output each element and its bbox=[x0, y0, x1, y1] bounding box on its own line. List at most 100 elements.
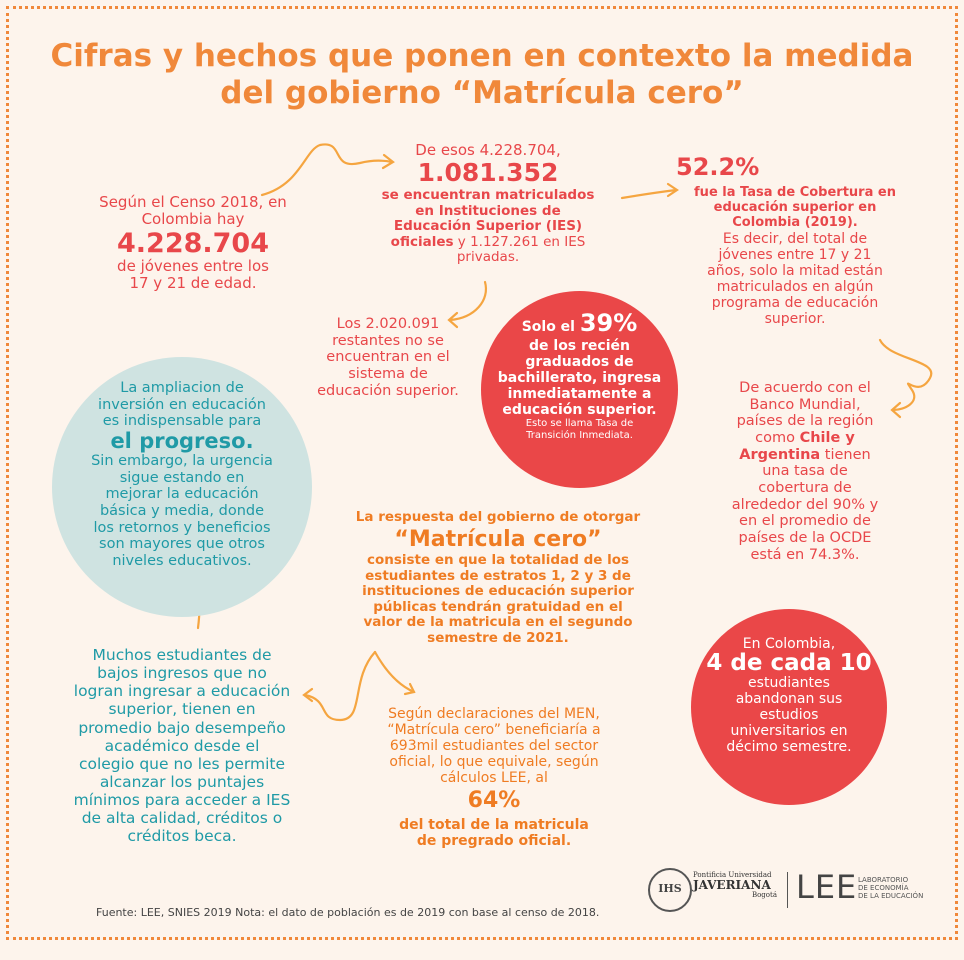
banco-line-1: De acuerdo con el bbox=[739, 380, 871, 396]
banco-line-5: Argentina tienen bbox=[696, 447, 914, 464]
bajos-line-8: alcanzar los puntajes bbox=[99, 772, 265, 791]
transicion-line-1: de los recién bbox=[529, 337, 630, 354]
men-block: Según declaraciones del MEN, “Matrícula … bbox=[374, 706, 614, 849]
progreso-line-5: sigue estando en bbox=[119, 469, 245, 486]
cobertura-line-3: años, solo la mitad están bbox=[707, 263, 883, 279]
respuesta-line-7: semestre de 2021. bbox=[427, 629, 569, 646]
matriculados-number: 1.081.352 bbox=[417, 158, 559, 188]
progreso-big: el progreso. bbox=[110, 429, 254, 454]
progreso-circle bbox=[52, 357, 312, 617]
title-line-1: Cifras y hechos que ponen en contexto la… bbox=[50, 38, 914, 74]
banco-l5-bold: Argentina bbox=[739, 446, 821, 463]
restantes-block: Los 2.020.091 restantes no se encuentran… bbox=[298, 316, 478, 399]
men-bold-2: de pregrado oficial. bbox=[416, 833, 572, 850]
men-line-1: Según declaraciones del MEN, bbox=[388, 706, 600, 722]
cobertura-pct: 52.2% bbox=[676, 153, 759, 182]
matriculados-bold-3: Educación Superior (IES) bbox=[393, 218, 583, 235]
men-line-5: cálculos LEE, al bbox=[440, 770, 548, 787]
cobertura-pct-text: 52.2% bbox=[676, 153, 760, 181]
arrow-cobertura-to-banco bbox=[878, 338, 933, 412]
bajos-line-3: logran ingresar a educación bbox=[73, 682, 291, 701]
arrowhead-1 bbox=[381, 153, 395, 170]
cobertura-line-1: Es decir, del total de bbox=[722, 230, 868, 247]
restantes-line-2: restantes no se bbox=[332, 332, 444, 349]
banco-l4-bold: Chile y bbox=[799, 430, 855, 447]
arrow-respuesta-to-bajos bbox=[303, 650, 377, 722]
transicion-block: Solo el 39% de los recién graduados de b… bbox=[491, 309, 668, 442]
banco-line-6: una tasa de bbox=[762, 463, 848, 480]
matriculados-bold-4: oficiales bbox=[390, 233, 454, 250]
lab-logo-text: LABORATORIO DE ECONOMÍA DE LA EDUCACIÓN bbox=[858, 876, 923, 900]
progreso-line-10: niveles educativos. bbox=[112, 553, 252, 570]
respuesta-line-5: públicas tendrán gratuidad en el bbox=[373, 598, 623, 615]
censo-rest-2: 17 y 21 de edad. bbox=[129, 274, 257, 293]
bajos-line-7: colegio que no les permite bbox=[78, 754, 286, 773]
cobertura-bold-3: Colombia (2019). bbox=[732, 214, 858, 230]
transicion-line-5: educación superior. bbox=[502, 401, 657, 418]
censo-block: Según el Censo 2018, en Colombia hay 4.2… bbox=[84, 193, 302, 293]
footer-note: Fuente: LEE, SNIES 2019 Nota: el dato de… bbox=[96, 906, 600, 919]
men-bold-1: del total de la matricula bbox=[399, 817, 589, 834]
banco-block: De acuerdo con el Banco Mundial, países … bbox=[696, 380, 914, 563]
bajos-block: Muchos estudiantes de bajos ingresos que… bbox=[48, 646, 316, 845]
men-line-3: 693mil estudiantes del sector bbox=[389, 738, 599, 755]
arrowhead-3 bbox=[447, 311, 459, 329]
javeriana-line-1: Pontificia Universidad bbox=[693, 871, 772, 879]
javeriana-logo: Pontificia Universidad JAVERIANA Bogotá bbox=[693, 871, 785, 899]
abandono-block: En Colombia, 4 de cada 10 estudiantes ab… bbox=[701, 636, 877, 756]
lab-line-2: DE ECONOMÍA bbox=[858, 884, 909, 893]
dotted-frame bbox=[6, 6, 958, 940]
matriculados-bold-1: se encuentran matriculados bbox=[381, 187, 595, 203]
matriculados-rest-1: y 1.127.261 en IES bbox=[453, 233, 586, 250]
bajos-line-9: mínimos para acceder a IES bbox=[73, 791, 291, 809]
cobertura-block: fue la Tasa de Cobertura en educación su… bbox=[680, 185, 910, 328]
progreso-line-3: es indispensable para bbox=[102, 413, 262, 430]
banco-line-2: Banco Mundial, bbox=[749, 396, 861, 413]
banco-l4-pre: como bbox=[755, 430, 800, 447]
matriculados-line-4: oficiales y 1.127.261 en IES bbox=[368, 233, 608, 251]
bajos-line-10: de alta calidad, créditos o bbox=[81, 809, 283, 828]
transicion-pre: Solo el bbox=[521, 319, 580, 335]
censo-intro-2: Colombia hay bbox=[141, 210, 245, 229]
banco-l5-post: tienen bbox=[820, 446, 871, 463]
transicion-line-3: bachillerato, ingresa bbox=[497, 369, 662, 386]
lee-logo: LEE bbox=[796, 868, 858, 906]
transicion-line-0: Solo el 39% bbox=[491, 309, 668, 338]
restantes-line-5: educación superior. bbox=[317, 382, 459, 399]
matriculados-bold-2: en Instituciones de bbox=[415, 202, 561, 219]
cobertura-line-2: jóvenes entre 17 y 21 bbox=[718, 246, 872, 263]
respuesta-line-1: La respuesta del gobierno de otorgar bbox=[355, 509, 641, 525]
banco-line-10: países de la OCDE bbox=[738, 530, 872, 547]
respuesta-big: “Matrícula cero” bbox=[394, 526, 602, 552]
respuesta-line-3: estudiantes de estratos 1, 2 y 3 de bbox=[365, 567, 631, 584]
abandono-line-3: abandonan sus bbox=[735, 691, 843, 708]
arrowhead-4 bbox=[890, 401, 902, 419]
respuesta-line-4: instituciones de educación superior bbox=[362, 583, 634, 600]
respuesta-block: La respuesta del gobierno de otorgar “Ma… bbox=[338, 509, 658, 646]
transicion-line-4: inmediatamente a bbox=[507, 385, 652, 402]
arrowhead-7 bbox=[403, 682, 416, 696]
arrow-matriculados-to-cobertura bbox=[620, 188, 678, 200]
bajos-line-2: bajos ingresos que no bbox=[97, 664, 267, 683]
banco-line-8: alrededor del 90% y bbox=[731, 496, 879, 513]
cobertura-line-6: superior. bbox=[764, 311, 826, 328]
bajos-line-1: Muchos estudiantes de bbox=[92, 646, 272, 664]
arrow-censo-to-matriculados bbox=[260, 143, 394, 197]
seal-text: IHS bbox=[658, 882, 682, 895]
restantes-line-3: encuentran en el bbox=[326, 349, 450, 366]
cobertura-line-4: matriculados en algún bbox=[716, 279, 874, 296]
progreso-block: La ampliacion de inversión en educación … bbox=[62, 380, 302, 570]
cobertura-bold-2: educación superior en bbox=[713, 199, 877, 215]
matriculados-intro: De esos 4.228.704, bbox=[415, 141, 561, 159]
censo-number: 4.228.704 bbox=[116, 227, 270, 259]
transicion-note-2: Transición Inmediata. bbox=[526, 430, 633, 442]
banco-line-11: está en 74.3%. bbox=[750, 546, 860, 563]
abandono-line-4: estudios bbox=[759, 707, 819, 724]
javeriana-line-3: Bogotá bbox=[751, 890, 777, 899]
bajos-line-6: académico desde el bbox=[104, 736, 260, 755]
lab-line-1: LABORATORIO bbox=[858, 876, 909, 884]
transicion-line-2: graduados de bbox=[525, 353, 634, 370]
progreso-line-8: los retornos y beneficios bbox=[93, 519, 271, 536]
progreso-line-7: básica y media, donde bbox=[99, 503, 265, 520]
men-line-2: “Matrícula cero” beneficiaría a bbox=[387, 722, 601, 739]
